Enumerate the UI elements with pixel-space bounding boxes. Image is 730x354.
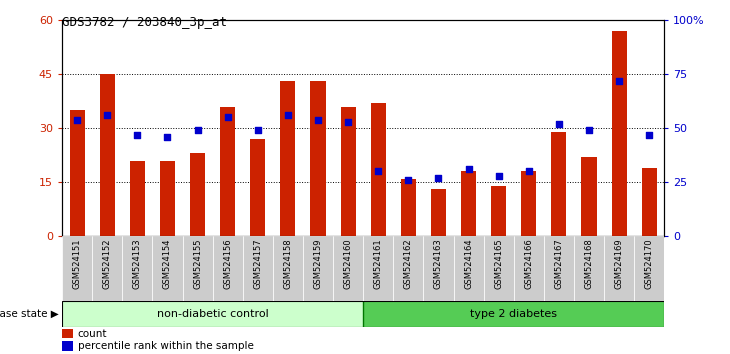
Text: GSM524158: GSM524158 (283, 238, 293, 289)
Text: GSM524153: GSM524153 (133, 238, 142, 289)
Bar (212, 236, 242, 302)
Bar (62, 301, 364, 327)
Text: disease state ▶: disease state ▶ (0, 309, 58, 319)
Point (192, 127, 204, 133)
Bar (514, 236, 544, 302)
Text: GSM524170: GSM524170 (645, 238, 654, 289)
Text: GSM524152: GSM524152 (103, 238, 112, 289)
Bar (341, 107, 356, 236)
Bar (62, 329, 73, 338)
Bar (92, 236, 123, 302)
Bar (423, 236, 453, 302)
Point (252, 127, 264, 133)
Bar (491, 186, 506, 236)
Bar (303, 236, 333, 302)
Point (101, 112, 113, 118)
Point (643, 132, 655, 137)
Bar (521, 171, 537, 236)
Point (613, 78, 625, 84)
Point (493, 173, 504, 178)
Text: GDS3782 / 203840_3p_at: GDS3782 / 203840_3p_at (62, 16, 227, 29)
Point (463, 166, 474, 172)
Text: GSM524161: GSM524161 (374, 238, 383, 289)
Bar (393, 236, 423, 302)
Bar (69, 110, 85, 236)
Bar (100, 74, 115, 236)
Bar (250, 139, 265, 236)
Text: GSM524164: GSM524164 (464, 238, 473, 289)
Point (523, 169, 534, 174)
Bar (604, 236, 634, 302)
Bar (190, 153, 205, 236)
Bar (371, 103, 385, 236)
Point (402, 177, 414, 183)
Bar (242, 236, 273, 302)
Bar (310, 81, 326, 236)
Bar (130, 161, 145, 236)
Bar (153, 236, 182, 302)
Text: percentile rank within the sample: percentile rank within the sample (77, 341, 253, 352)
Bar (634, 236, 664, 302)
Bar (612, 31, 626, 236)
Bar (401, 178, 416, 236)
Bar (333, 236, 364, 302)
Bar (160, 161, 175, 236)
Bar (544, 236, 574, 302)
Bar (551, 132, 566, 236)
Bar (574, 236, 604, 302)
Text: GSM524165: GSM524165 (494, 238, 503, 289)
Bar (182, 236, 212, 302)
Text: GSM524151: GSM524151 (72, 238, 82, 289)
Text: GSM524169: GSM524169 (615, 238, 623, 289)
Text: GSM524163: GSM524163 (434, 238, 443, 289)
Bar (364, 236, 393, 302)
Bar (123, 236, 153, 302)
Text: count: count (77, 329, 107, 339)
Text: GSM524167: GSM524167 (554, 238, 564, 289)
Point (553, 121, 565, 127)
Bar (582, 157, 596, 236)
Bar (62, 341, 73, 351)
Text: GSM524159: GSM524159 (313, 238, 323, 289)
Bar (364, 301, 664, 327)
Text: type 2 diabetes: type 2 diabetes (470, 309, 557, 319)
Bar (280, 81, 296, 236)
Bar (642, 168, 657, 236)
Text: GSM524166: GSM524166 (524, 238, 534, 289)
Text: GSM524160: GSM524160 (344, 238, 353, 289)
Text: non-diabetic control: non-diabetic control (157, 309, 269, 319)
Point (312, 117, 324, 122)
Point (161, 134, 173, 139)
Point (282, 112, 293, 118)
Bar (273, 236, 303, 302)
Text: GSM524155: GSM524155 (193, 238, 202, 289)
Point (433, 175, 445, 181)
Text: GSM524154: GSM524154 (163, 238, 172, 289)
Bar (431, 189, 446, 236)
Text: GSM524168: GSM524168 (585, 238, 593, 289)
Text: GSM524162: GSM524162 (404, 238, 413, 289)
Point (131, 132, 143, 137)
Point (342, 119, 354, 125)
Point (583, 127, 595, 133)
Text: GSM524157: GSM524157 (253, 238, 262, 289)
Point (222, 115, 234, 120)
Bar (62, 236, 92, 302)
Bar (484, 236, 514, 302)
Bar (220, 107, 235, 236)
Point (372, 169, 384, 174)
Bar (453, 236, 484, 302)
Bar (461, 171, 476, 236)
Text: GSM524156: GSM524156 (223, 238, 232, 289)
Point (72, 117, 83, 122)
